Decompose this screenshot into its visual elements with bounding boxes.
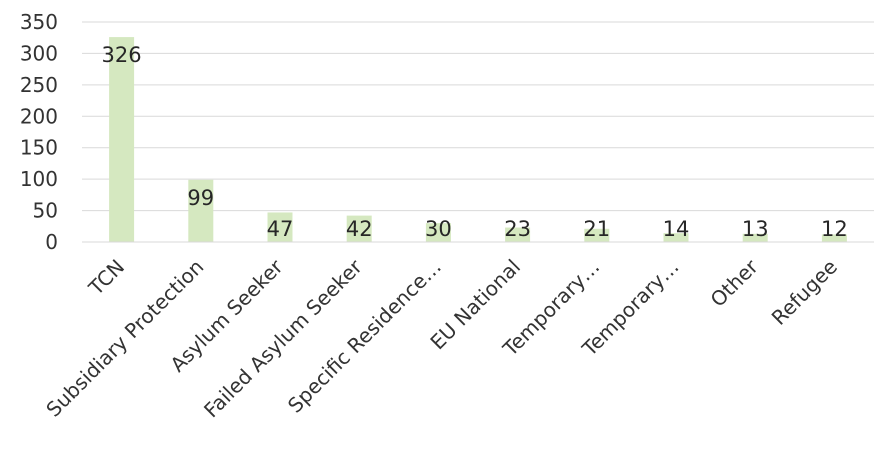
bar (346, 215, 372, 242)
bar (584, 228, 610, 242)
bars (109, 37, 847, 243)
data-label: 13 (742, 217, 769, 241)
data-label: 42 (346, 217, 373, 241)
bar (663, 233, 689, 242)
data-label: 47 (267, 217, 294, 241)
y-tick-label: 0 (45, 230, 58, 254)
y-tick-label: 50 (33, 199, 58, 223)
x-category-label: Refugee (767, 255, 842, 330)
bar (188, 179, 214, 242)
bar (742, 233, 768, 242)
bar (109, 37, 135, 243)
x-category-label: TCN (83, 255, 129, 301)
bar (821, 234, 847, 242)
data-label: 12 (821, 217, 848, 241)
y-tick-label: 100 (20, 167, 58, 191)
bar (505, 227, 531, 242)
x-category-label: Specific Residence… (283, 255, 446, 418)
x-category-label: Subsidiary Protection (41, 255, 208, 422)
y-axis-tick-labels: 0 50 100 150 200 250 300 350 (20, 10, 58, 254)
data-label: 99 (187, 186, 214, 210)
y-tick-label: 200 (20, 104, 58, 128)
data-label: 23 (504, 217, 531, 241)
x-category-label: Other (706, 254, 764, 312)
y-tick-label: 300 (20, 41, 58, 65)
x-category-label: Failed Asylum Seeker (199, 254, 367, 422)
bar (267, 212, 293, 242)
data-label: 326 (102, 43, 142, 67)
data-label: 14 (663, 217, 690, 241)
gridlines (82, 21, 874, 212)
y-tick-label: 350 (20, 10, 58, 34)
y-tick-label: 150 (20, 136, 58, 160)
data-label: 21 (583, 217, 610, 241)
bar (425, 223, 451, 242)
data-labels: 326 99 47 42 30 23 21 14 13 12 (102, 43, 848, 241)
data-label: 30 (425, 217, 452, 241)
y-tick-label: 250 (20, 73, 58, 97)
